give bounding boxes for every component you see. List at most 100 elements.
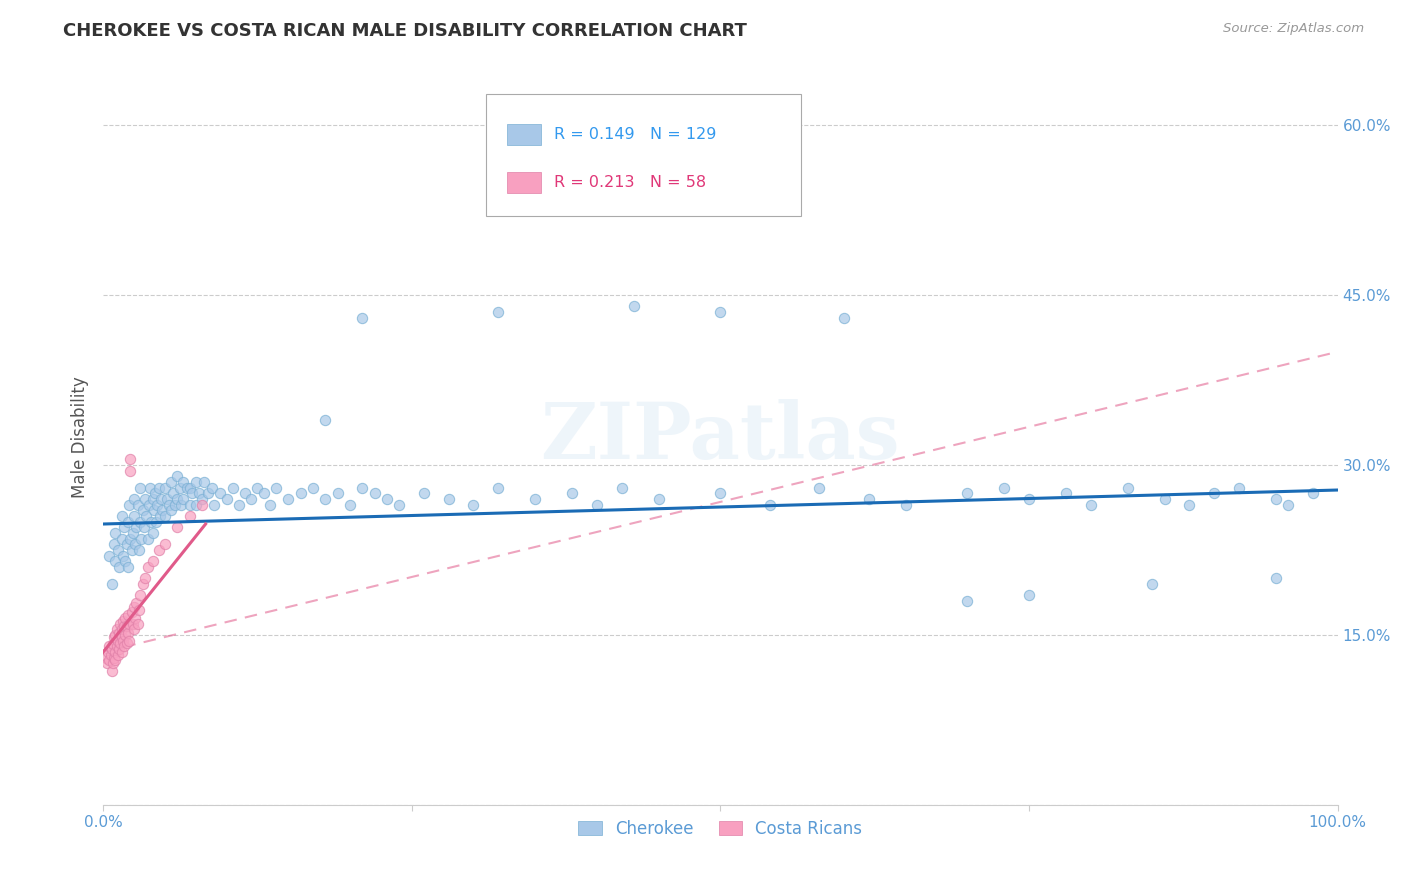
FancyBboxPatch shape xyxy=(506,172,541,193)
Point xyxy=(108,625,131,640)
Point xyxy=(246,481,269,495)
Point xyxy=(94,650,117,665)
Point xyxy=(101,657,124,671)
Point xyxy=(160,475,183,489)
Point xyxy=(135,509,157,524)
Point xyxy=(375,492,398,507)
Point xyxy=(111,549,134,563)
Point xyxy=(1277,498,1299,512)
Point xyxy=(103,650,125,665)
Point xyxy=(413,486,436,500)
Point xyxy=(222,481,245,495)
Point xyxy=(124,537,146,551)
Point xyxy=(252,486,274,500)
Point xyxy=(104,653,127,667)
Point xyxy=(134,571,156,585)
Point xyxy=(1080,498,1102,512)
Point xyxy=(201,481,224,495)
Point xyxy=(141,515,163,529)
Point xyxy=(111,509,134,524)
Point xyxy=(104,645,127,659)
Point xyxy=(131,532,153,546)
Point xyxy=(709,486,731,500)
Point xyxy=(110,616,132,631)
Point xyxy=(111,630,134,644)
Point xyxy=(145,515,167,529)
FancyBboxPatch shape xyxy=(506,124,541,145)
Point xyxy=(463,498,485,512)
Point xyxy=(1204,486,1226,500)
Point xyxy=(100,577,122,591)
Point xyxy=(1227,481,1250,495)
Point xyxy=(115,636,138,650)
Point xyxy=(524,492,547,507)
Point xyxy=(437,492,460,507)
Point xyxy=(808,481,831,495)
Point xyxy=(148,543,170,558)
Point xyxy=(110,636,132,650)
Point xyxy=(172,492,194,507)
Point xyxy=(100,648,122,663)
Point xyxy=(98,640,121,654)
Point xyxy=(150,503,173,517)
Point xyxy=(993,481,1015,495)
Point xyxy=(117,625,139,640)
Point xyxy=(117,560,139,574)
Point xyxy=(121,543,143,558)
Point xyxy=(160,503,183,517)
Point xyxy=(610,481,633,495)
Point xyxy=(141,492,163,507)
Point xyxy=(1178,498,1201,512)
Y-axis label: Male Disability: Male Disability xyxy=(72,376,89,498)
Point xyxy=(166,469,188,483)
Point xyxy=(121,526,143,541)
Point xyxy=(202,498,225,512)
Point xyxy=(122,623,145,637)
Point xyxy=(170,498,193,512)
Point xyxy=(129,588,152,602)
Point xyxy=(1018,492,1040,507)
Point xyxy=(134,492,156,507)
Point xyxy=(108,641,131,656)
Point xyxy=(209,486,232,500)
Point xyxy=(112,520,135,534)
Point xyxy=(98,549,121,563)
Point xyxy=(127,498,149,512)
Point xyxy=(486,481,509,495)
Point xyxy=(197,486,219,500)
Point xyxy=(184,475,207,489)
Point xyxy=(128,543,150,558)
Point xyxy=(166,492,188,507)
Point xyxy=(179,509,201,524)
Point xyxy=(108,560,131,574)
Point xyxy=(314,413,336,427)
Text: CHEROKEE VS COSTA RICAN MALE DISABILITY CORRELATION CHART: CHEROKEE VS COSTA RICAN MALE DISABILITY … xyxy=(63,22,747,40)
Text: ZIPatlas: ZIPatlas xyxy=(540,399,900,475)
Legend: Cherokee, Costa Ricans: Cherokee, Costa Ricans xyxy=(572,814,869,845)
Point xyxy=(121,606,143,620)
Point xyxy=(118,633,141,648)
Point xyxy=(121,616,143,631)
Point xyxy=(114,554,136,568)
Point xyxy=(141,526,163,541)
Point xyxy=(858,492,880,507)
Point xyxy=(129,515,152,529)
Point xyxy=(162,486,184,500)
Point xyxy=(561,486,583,500)
Point xyxy=(103,537,125,551)
Point xyxy=(97,645,120,659)
Point xyxy=(122,509,145,524)
Point xyxy=(125,520,148,534)
Point xyxy=(352,481,374,495)
Point xyxy=(156,492,179,507)
Point xyxy=(166,520,188,534)
Point xyxy=(352,310,374,325)
Point xyxy=(184,498,207,512)
Point xyxy=(141,554,163,568)
Point xyxy=(120,452,142,467)
Point xyxy=(169,481,191,495)
Point xyxy=(142,503,165,517)
Point xyxy=(100,641,122,656)
Point xyxy=(120,532,142,546)
Point xyxy=(98,653,121,667)
